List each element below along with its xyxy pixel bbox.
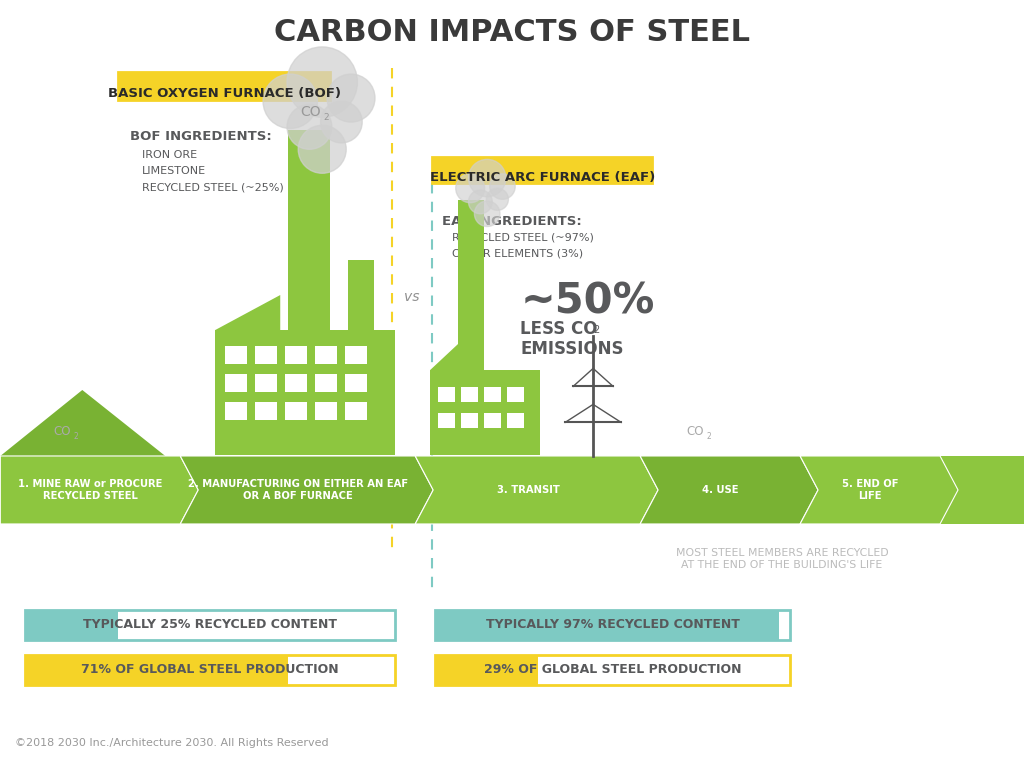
Polygon shape bbox=[415, 456, 658, 524]
Bar bbox=[438, 387, 456, 402]
Text: BASIC OXYGEN FURNACE (BOF): BASIC OXYGEN FURNACE (BOF) bbox=[108, 87, 341, 100]
Bar bbox=[432, 157, 652, 183]
Polygon shape bbox=[800, 456, 958, 524]
Text: 2: 2 bbox=[324, 113, 329, 122]
Text: 2: 2 bbox=[707, 432, 712, 441]
Text: LESS CO: LESS CO bbox=[520, 320, 598, 338]
Bar bbox=[286, 374, 307, 392]
Circle shape bbox=[287, 104, 332, 149]
Text: 5. END OF
LIFE: 5. END OF LIFE bbox=[842, 479, 898, 501]
Text: EMISSIONS: EMISSIONS bbox=[520, 340, 624, 358]
Polygon shape bbox=[430, 342, 460, 370]
Bar bbox=[255, 346, 278, 364]
Bar bbox=[119, 72, 330, 100]
Bar bbox=[215, 330, 395, 455]
Bar bbox=[461, 413, 478, 428]
Text: vs: vs bbox=[404, 290, 420, 304]
Text: IRON ORE: IRON ORE bbox=[142, 150, 198, 160]
Text: RECYCLED STEEL (~25%): RECYCLED STEEL (~25%) bbox=[142, 182, 284, 192]
Polygon shape bbox=[215, 295, 281, 330]
Bar bbox=[286, 346, 307, 364]
Bar bbox=[430, 370, 540, 455]
Polygon shape bbox=[180, 456, 433, 524]
Bar bbox=[458, 200, 484, 400]
Text: OTHER ELEMENTS (3%): OTHER ELEMENTS (3%) bbox=[453, 248, 584, 258]
Text: CARBON IMPACTS OF STEEL: CARBON IMPACTS OF STEEL bbox=[274, 18, 751, 47]
Circle shape bbox=[321, 101, 362, 143]
Circle shape bbox=[468, 159, 506, 197]
Bar bbox=[345, 402, 368, 420]
Bar bbox=[0, 456, 1024, 524]
Text: 2. MANUFACTURING ON EITHER AN EAF
OR A BOF FURNACE: 2. MANUFACTURING ON EITHER AN EAF OR A B… bbox=[188, 479, 409, 501]
Bar bbox=[255, 402, 278, 420]
Bar bbox=[26, 610, 118, 640]
Bar bbox=[345, 346, 368, 364]
Text: 29% OF GLOBAL STEEL PRODUCTION: 29% OF GLOBAL STEEL PRODUCTION bbox=[484, 664, 741, 677]
Polygon shape bbox=[0, 456, 199, 524]
Text: 71% OF GLOBAL STEEL PRODUCTION: 71% OF GLOBAL STEEL PRODUCTION bbox=[82, 664, 339, 677]
Bar bbox=[286, 402, 307, 420]
Text: ©2018 2030 Inc./Architecture 2030. All Rights Reserved: ©2018 2030 Inc./Architecture 2030. All R… bbox=[15, 738, 329, 748]
Bar bbox=[26, 655, 395, 685]
Text: MOST STEEL MEMBERS ARE RECYCLED
AT THE END OF THE BUILDING'S LIFE: MOST STEEL MEMBERS ARE RECYCLED AT THE E… bbox=[676, 548, 889, 569]
Text: LIMESTONE: LIMESTONE bbox=[142, 166, 207, 176]
Bar bbox=[435, 655, 538, 685]
Circle shape bbox=[474, 201, 500, 227]
Bar bbox=[484, 387, 501, 402]
Bar bbox=[507, 387, 524, 402]
Text: BOF INGREDIENTS:: BOF INGREDIENTS: bbox=[130, 130, 272, 143]
Bar bbox=[435, 655, 791, 685]
Bar bbox=[315, 402, 337, 420]
Text: 4. USE: 4. USE bbox=[701, 485, 738, 495]
Text: 3. TRANSIT: 3. TRANSIT bbox=[497, 485, 559, 495]
Text: CO: CO bbox=[300, 105, 321, 119]
Bar bbox=[26, 610, 395, 640]
Bar bbox=[225, 374, 247, 392]
Text: CO: CO bbox=[53, 425, 71, 438]
Bar bbox=[438, 413, 456, 428]
Bar bbox=[315, 346, 337, 364]
Text: EAF INGREDIENTS:: EAF INGREDIENTS: bbox=[442, 215, 582, 228]
Text: 2: 2 bbox=[74, 432, 79, 441]
Bar bbox=[225, 346, 247, 364]
Bar bbox=[255, 374, 278, 392]
Text: ~50%: ~50% bbox=[520, 280, 654, 322]
Text: CO: CO bbox=[686, 425, 703, 438]
Text: 1. MINE RAW or PROCURE
RECYCLED STEEL: 1. MINE RAW or PROCURE RECYCLED STEEL bbox=[18, 479, 163, 501]
Bar bbox=[315, 374, 337, 392]
Bar bbox=[435, 610, 779, 640]
Bar bbox=[507, 413, 524, 428]
Bar bbox=[435, 610, 791, 640]
Bar bbox=[345, 374, 368, 392]
Bar bbox=[461, 387, 478, 402]
Text: ELECTRIC ARC FURNACE (EAF): ELECTRIC ARC FURNACE (EAF) bbox=[429, 171, 654, 184]
Text: TYPICALLY 25% RECYCLED CONTENT: TYPICALLY 25% RECYCLED CONTENT bbox=[83, 619, 337, 632]
Circle shape bbox=[327, 74, 375, 122]
Circle shape bbox=[468, 190, 493, 214]
Circle shape bbox=[489, 174, 515, 199]
Bar bbox=[288, 130, 330, 425]
Circle shape bbox=[263, 74, 317, 129]
Bar bbox=[26, 655, 288, 685]
Text: RECYCLED STEEL (~97%): RECYCLED STEEL (~97%) bbox=[453, 232, 594, 242]
Bar bbox=[225, 402, 247, 420]
Polygon shape bbox=[640, 456, 818, 524]
Circle shape bbox=[287, 47, 357, 117]
Circle shape bbox=[298, 126, 346, 174]
Circle shape bbox=[456, 174, 484, 202]
Circle shape bbox=[486, 188, 508, 210]
Bar bbox=[484, 413, 501, 428]
Bar bbox=[348, 260, 374, 350]
Text: TYPICALLY 97% RECYCLED CONTENT: TYPICALLY 97% RECYCLED CONTENT bbox=[485, 619, 739, 632]
Polygon shape bbox=[0, 390, 165, 456]
Text: 2: 2 bbox=[593, 325, 599, 335]
